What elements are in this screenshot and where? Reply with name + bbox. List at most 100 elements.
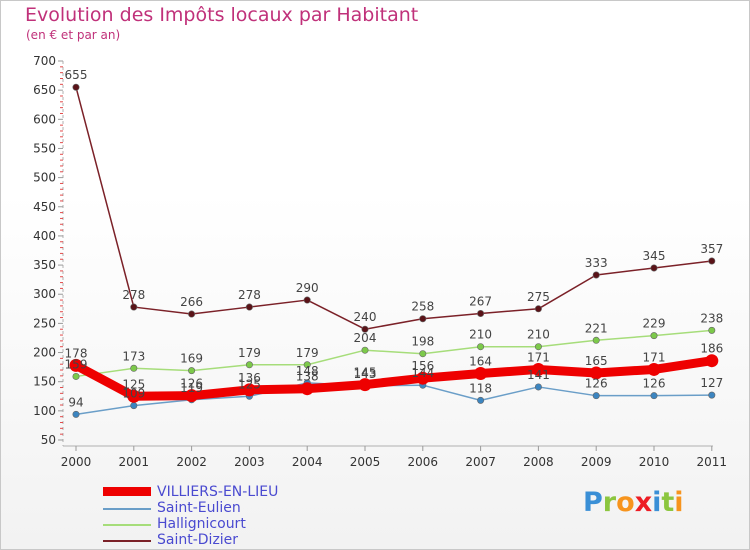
logo-letter-0: P [583,487,603,518]
data-point-saint-dizier [72,83,80,91]
data-point-hallignicourt [188,367,196,375]
data-point-hallignicourt [245,361,253,369]
data-point-saint-eulien [708,391,716,399]
data-label-hallignicourt: 238 [700,311,723,325]
data-label-hallignicourt: 210 [527,328,550,342]
data-label-saint-dizier: 278 [238,288,261,302]
y-tick-label: 100 [33,404,56,418]
data-label-saint-dizier: 240 [354,310,377,324]
data-point-hallignicourt [361,346,369,354]
data-label-saint-dizier: 357 [700,242,723,256]
data-point-villiers-en-lieu [647,362,661,376]
legend-swatch-hallignicourt [103,524,151,526]
legend-swatch-saint-dizier [103,540,151,542]
data-point-saint-dizier [361,325,369,333]
legend-swatch-villiers-en-lieu [103,487,151,496]
data-point-villiers-en-lieu [416,371,430,385]
data-label-villiers-en-lieu: 164 [469,355,492,369]
data-point-hallignicourt [592,336,600,344]
data-label-saint-eulien: 127 [700,376,723,390]
data-point-hallignicourt [477,343,485,351]
data-label-villiers-en-lieu: 145 [354,366,377,380]
data-point-saint-eulien [534,383,542,391]
legend-label-villiers-en-lieu: VILLIERS-EN-LIEU [157,484,279,500]
legend-swatch-saint-eulien [103,508,151,510]
chart-subtitle: (en € et par an) [26,28,121,42]
data-label-villiers-en-lieu: 186 [700,342,723,356]
logo-letter-1: r [602,487,617,518]
y-tick-label: 250 [33,316,56,330]
data-label-hallignicourt: 210 [469,328,492,342]
x-tick-label-2009: 2009 [581,455,612,469]
data-label-hallignicourt: 169 [180,352,203,366]
data-point-villiers-en-lieu [705,354,719,368]
data-label-saint-dizier: 333 [585,256,608,270]
data-label-hallignicourt: 229 [643,317,666,331]
data-label-saint-dizier: 345 [643,249,666,263]
y-tick-label: 300 [33,287,56,301]
data-point-saint-dizier [477,309,485,317]
data-point-villiers-en-lieu [242,383,256,397]
data-label-villiers-en-lieu: 126 [180,377,203,391]
data-point-saint-dizier [592,271,600,279]
data-point-hallignicourt [303,361,311,369]
x-tick-label-2005: 2005 [350,455,381,469]
legend-label-saint-eulien: Saint-Eulien [157,500,241,516]
data-label-saint-dizier: 267 [469,294,492,308]
logo-letter-5: t [661,487,675,518]
data-label-saint-eulien: 148 [296,364,319,378]
data-label-saint-eulien: 141 [527,368,550,382]
data-label-saint-eulien: 126 [643,377,666,391]
data-point-hallignicourt [130,364,138,372]
data-point-saint-eulien [650,392,658,400]
y-tick-label: 600 [33,112,56,126]
x-tick-label-2010: 2010 [639,455,670,469]
data-label-saint-eulien: 126 [585,377,608,391]
data-point-villiers-en-lieu [474,367,488,381]
data-label-saint-eulien: 109 [122,387,145,401]
data-point-villiers-en-lieu [69,358,83,372]
data-point-hallignicourt [534,343,542,351]
data-label-saint-dizier: 278 [122,288,145,302]
y-tick-label: 150 [33,375,56,389]
data-point-saint-eulien [477,396,485,404]
data-label-saint-dizier: 275 [527,290,550,304]
x-tick-label-2007: 2007 [465,455,496,469]
data-point-saint-dizier [650,264,658,272]
data-label-hallignicourt: 179 [296,346,319,360]
data-point-saint-dizier [708,257,716,265]
data-label-hallignicourt: 221 [585,321,608,335]
x-tick-label-2000: 2000 [61,455,92,469]
x-tick-label-2008: 2008 [523,455,554,469]
data-point-hallignicourt [708,326,716,334]
data-label-villiers-en-lieu: 171 [643,350,666,364]
data-label-saint-dizier: 266 [180,295,203,309]
y-tick-label: 200 [33,346,56,360]
data-point-villiers-en-lieu [531,362,545,376]
chart-title: Evolution des Impôts locaux par Habitant [25,4,419,26]
y-tick-label: 350 [33,258,56,272]
data-label-villiers-en-lieu: 138 [296,370,319,384]
data-point-saint-dizier [245,303,253,311]
data-label-saint-eulien: 143 [354,367,377,381]
y-tick-label: 400 [33,229,56,243]
proxiti-logo: Proxiti [583,487,684,518]
data-point-saint-eulien [72,410,80,418]
data-point-villiers-en-lieu [185,389,199,403]
data-label-hallignicourt: 173 [122,349,145,363]
data-label-villiers-en-lieu: 171 [527,350,550,364]
legend-label-saint-dizier: Saint-Dizier [157,532,239,548]
logo-letter-6: i [674,487,684,518]
data-label-saint-eulien: 125 [238,377,261,391]
x-tick-label-2002: 2002 [176,455,207,469]
data-point-saint-dizier [188,310,196,318]
data-point-saint-dizier [130,303,138,311]
data-label-villiers-en-lieu: 178 [65,346,88,360]
data-point-saint-dizier [419,315,427,323]
data-label-hallignicourt: 179 [238,346,261,360]
logo-letter-4: i [652,487,662,518]
data-label-villiers-en-lieu: 136 [238,371,261,385]
x-tick-label-2003: 2003 [234,455,265,469]
